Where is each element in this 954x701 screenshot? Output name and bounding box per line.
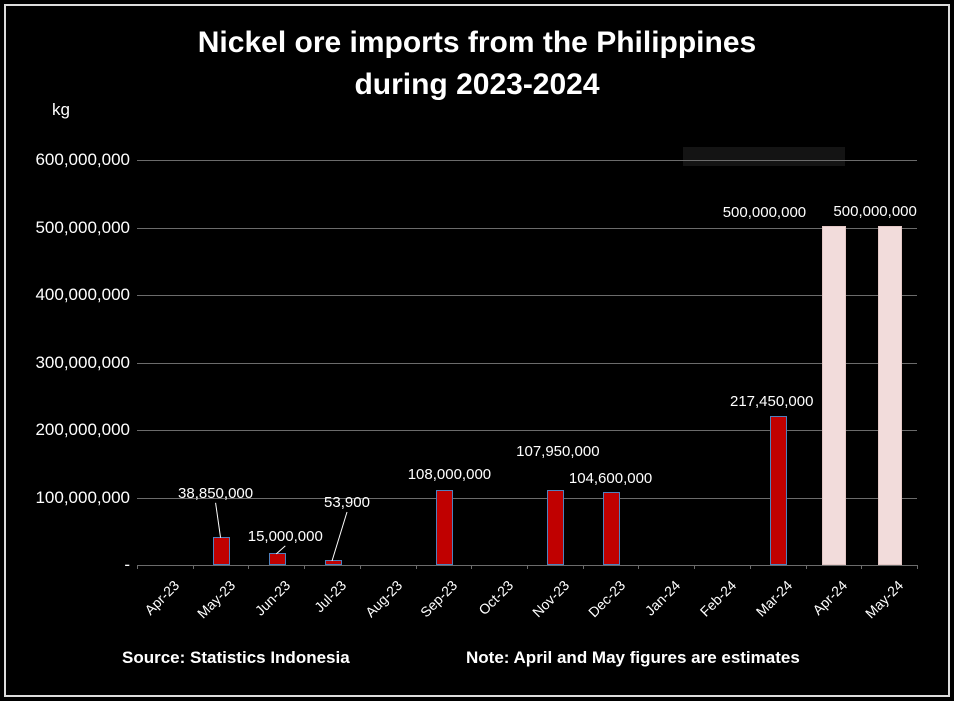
x-axis-tick bbox=[248, 565, 250, 569]
x-axis-tick bbox=[527, 565, 528, 569]
label-leader-lines bbox=[215, 502, 348, 562]
background-artifact bbox=[683, 147, 845, 166]
chart-title-line2: during 2023-2024 bbox=[354, 68, 600, 101]
x-axis-tick bbox=[694, 565, 696, 569]
bar-may-23 bbox=[213, 536, 231, 565]
x-axis-tick bbox=[749, 565, 751, 569]
x-axis-label-dec-23: Dec-23 bbox=[584, 577, 628, 621]
x-axis-label-apr-24: Apr-24 bbox=[809, 577, 851, 619]
x-axis-label-jun-23: Jun-23 bbox=[252, 577, 294, 619]
estimates-note: Note: April and May figures are estimate… bbox=[466, 648, 800, 667]
data-label-dec-23: 104,600,000 bbox=[568, 470, 653, 488]
bar-may-24 bbox=[878, 225, 903, 565]
leader-line-may-23 bbox=[215, 502, 222, 538]
bar-jul-23 bbox=[324, 560, 342, 565]
x-axis-tick bbox=[917, 565, 918, 569]
gridline bbox=[137, 160, 917, 161]
gridline bbox=[137, 497, 917, 499]
bar-apr-24 bbox=[822, 225, 847, 565]
data-label-sep-23: 108,000,000 bbox=[407, 466, 492, 484]
bar-nov-23 bbox=[547, 490, 565, 565]
x-axis-tick bbox=[805, 565, 807, 569]
source-note: Source: Statistics Indonesia bbox=[122, 648, 350, 667]
gridline bbox=[137, 362, 917, 364]
x-axis-tick bbox=[471, 565, 473, 569]
x-axis-tick bbox=[638, 565, 640, 569]
x-axis-label-jul-23: Jul-23 bbox=[311, 577, 350, 616]
x-axis-label-aug-23: Aug-23 bbox=[361, 577, 406, 621]
y-axis-tick-label: 500,000,000 bbox=[35, 217, 130, 237]
y-axis-unit-label: kg bbox=[52, 100, 70, 119]
y-axis-tick-label: - bbox=[124, 555, 130, 574]
bar-mar-24 bbox=[770, 416, 788, 565]
x-axis-tick bbox=[304, 565, 306, 569]
y-axis-tick-label: 300,000,000 bbox=[35, 352, 130, 372]
gridline bbox=[137, 430, 917, 431]
data-label-may-24: 500,000,000 bbox=[833, 202, 917, 220]
data-label-may-23: 38,850,000 bbox=[178, 484, 254, 502]
x-axis-tick bbox=[415, 565, 417, 569]
bar-sep-23 bbox=[435, 490, 453, 565]
x-axis-tick bbox=[861, 565, 863, 569]
data-label-jul-23: 53,900 bbox=[324, 494, 370, 511]
leader-line-jul-23 bbox=[331, 511, 348, 562]
data-label-mar-24: 217,450,000 bbox=[729, 393, 814, 411]
chart-title-line1: Nickel ore imports from the Philippines bbox=[197, 26, 757, 59]
leader-line-jun-23 bbox=[275, 545, 286, 555]
x-axis-label-nov-23: Nov-23 bbox=[528, 577, 573, 621]
data-label-apr-24: 500,000,000 bbox=[722, 203, 807, 221]
data-label-nov-23: 107,950,000 bbox=[516, 443, 600, 461]
y-axis-tick-label: 100,000,000 bbox=[35, 487, 130, 507]
x-axis-label-jan-24: Jan-24 bbox=[642, 577, 684, 619]
gridline bbox=[137, 295, 917, 296]
y-axis-tick-label: 400,000,000 bbox=[35, 285, 130, 304]
plot-area: 38,850,000 15,000,000 53,900 108,000,000 107… bbox=[137, 160, 918, 569]
x-axis-label-may-23: May-23 bbox=[193, 577, 238, 622]
x-axis-label-feb-24: Feb-24 bbox=[696, 577, 740, 620]
x-axis-label-sep-23: Sep-23 bbox=[417, 577, 461, 621]
x-axis-tick bbox=[359, 565, 361, 569]
y-axis-tick-label: 600,000,000 bbox=[35, 150, 130, 169]
x-axis-label-apr-23: Apr-23 bbox=[141, 577, 183, 619]
x-axis-tick bbox=[137, 565, 138, 569]
x-axis-tick bbox=[192, 565, 194, 569]
x-axis-label-oct-23: Oct-23 bbox=[475, 577, 517, 619]
gridline bbox=[137, 227, 917, 229]
x-axis-tick bbox=[582, 565, 584, 569]
x-axis-label-may-24: May-24 bbox=[862, 577, 907, 622]
x-axis-label-mar-24: Mar-24 bbox=[752, 577, 796, 620]
data-label-jun-23: 15,000,000 bbox=[247, 527, 323, 545]
chart-title: Nickel ore imports from the Philippines … bbox=[0, 22, 954, 106]
y-axis-tick-label: 200,000,000 bbox=[35, 420, 130, 439]
bar-dec-23 bbox=[603, 492, 621, 565]
